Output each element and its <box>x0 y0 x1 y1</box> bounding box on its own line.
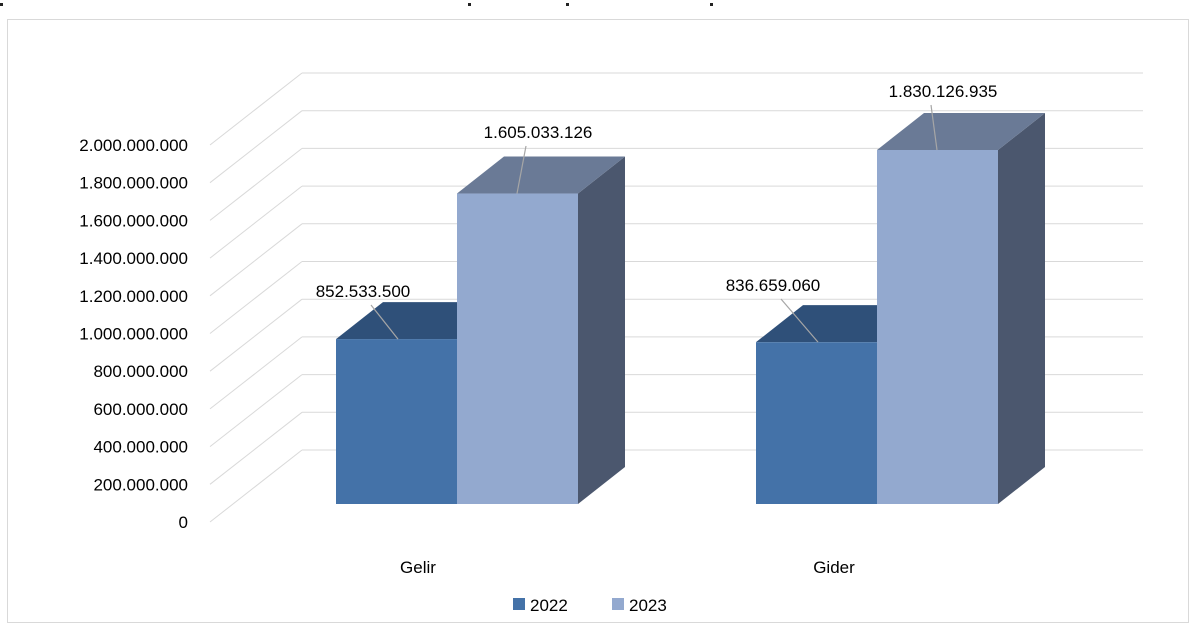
gridline-diagonal <box>209 449 303 523</box>
y-tick-label: 1.800.000.000 <box>79 174 188 193</box>
legend-swatch <box>612 598 624 610</box>
y-tick-label: 400.000.000 <box>93 438 188 457</box>
x-axis: Gelir Gider <box>400 558 855 577</box>
gridline-diagonal <box>209 148 303 221</box>
bar-top <box>877 113 1045 150</box>
legend-swatch <box>513 598 525 610</box>
gridline-diagonal <box>209 411 303 485</box>
y-tick-label: 1.200.000.000 <box>79 287 188 306</box>
y-tick-label: 200.000.000 <box>93 475 188 494</box>
bar <box>457 193 578 504</box>
bar-side <box>578 156 625 504</box>
gridline-diagonal <box>209 374 303 447</box>
gridline-diagonal <box>209 185 303 259</box>
data-label-leader <box>780 298 819 343</box>
gridline-diagonal <box>209 110 303 184</box>
data-label: 836.659.060 <box>726 276 821 295</box>
y-tick-label: 1.400.000.000 <box>79 249 188 268</box>
bar <box>756 342 877 504</box>
x-category-label: Gelir <box>400 558 436 577</box>
data-label-leader <box>516 145 527 194</box>
y-tick-label: 2.000.000.000 <box>79 136 188 155</box>
bar-side <box>998 113 1045 504</box>
gridline-diagonal <box>209 223 303 297</box>
bar-layer <box>336 113 1045 504</box>
y-tick-label: 0 <box>179 513 188 532</box>
data-label-leader <box>930 104 938 151</box>
y-tick-label: 600.000.000 <box>93 400 188 419</box>
y-axis: 0 200.000.000 400.000.000 600.000.000 800.00… <box>79 136 188 532</box>
bar <box>877 150 998 504</box>
bar-top <box>457 156 625 194</box>
data-label: 852.533.500 <box>316 282 411 301</box>
gridline-diagonal <box>209 298 303 372</box>
legend-label: 2023 <box>629 596 667 615</box>
top-strip <box>0 0 1190 8</box>
legend: 2022 2023 <box>513 596 667 615</box>
x-category-label: Gider <box>813 558 855 577</box>
data-label: 1.830.126.935 <box>889 82 998 101</box>
data-label-layer: 852.533.500 1.605.033.126 836.659.060 1.830… <box>316 82 998 343</box>
legend-label: 2022 <box>530 596 568 615</box>
bar <box>336 339 457 504</box>
data-label: 1.605.033.126 <box>484 123 593 142</box>
gridline-diagonal <box>209 336 303 410</box>
data-label-leader <box>370 304 399 340</box>
gridline-diagonal <box>209 72 303 146</box>
y-tick-label: 800.000.000 <box>93 362 188 381</box>
y-tick-label: 1.000.000.000 <box>79 325 188 344</box>
y-tick-label: 1.600.000.000 <box>79 211 188 230</box>
gridline-diagonal <box>209 261 303 334</box>
